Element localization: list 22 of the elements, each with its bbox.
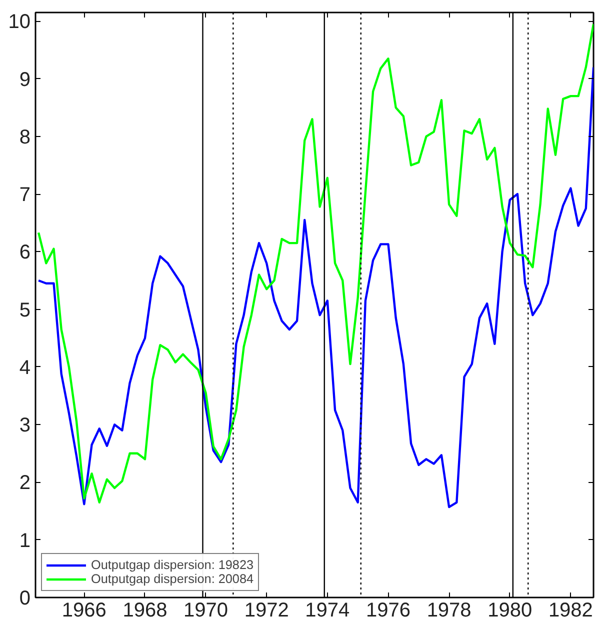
y-tick-label: 10 <box>8 11 31 34</box>
y-tick-label: 6 <box>19 242 30 264</box>
y-tick-label: 5 <box>19 299 30 322</box>
x-tick-label: 1970 <box>184 600 228 622</box>
y-tick-label: 3 <box>19 414 30 437</box>
legend-label: Outputgap dispersion: 20084 <box>91 572 254 586</box>
y-tick-label: 2 <box>19 472 30 494</box>
x-tick-label: 1974 <box>305 600 350 622</box>
y-tick-label: 8 <box>19 126 30 148</box>
x-tick-label: 1968 <box>122 600 168 622</box>
y-tick-label: 4 <box>19 356 30 379</box>
y-tick-label: 7 <box>19 184 30 206</box>
x-tick-label: 1972 <box>244 600 289 622</box>
x-tick-label: 1966 <box>62 600 106 622</box>
y-tick-label: 1 <box>19 530 30 552</box>
x-tick-label: 1982 <box>548 600 593 622</box>
x-tick-label: 1976 <box>366 600 410 622</box>
x-tick-label: 1980 <box>488 600 532 622</box>
y-tick-label: 0 <box>19 588 30 610</box>
x-tick-label: 1978 <box>426 600 472 622</box>
legend-label: Outputgap dispersion: 19823 <box>91 558 254 572</box>
y-tick-label: 9 <box>19 68 30 91</box>
